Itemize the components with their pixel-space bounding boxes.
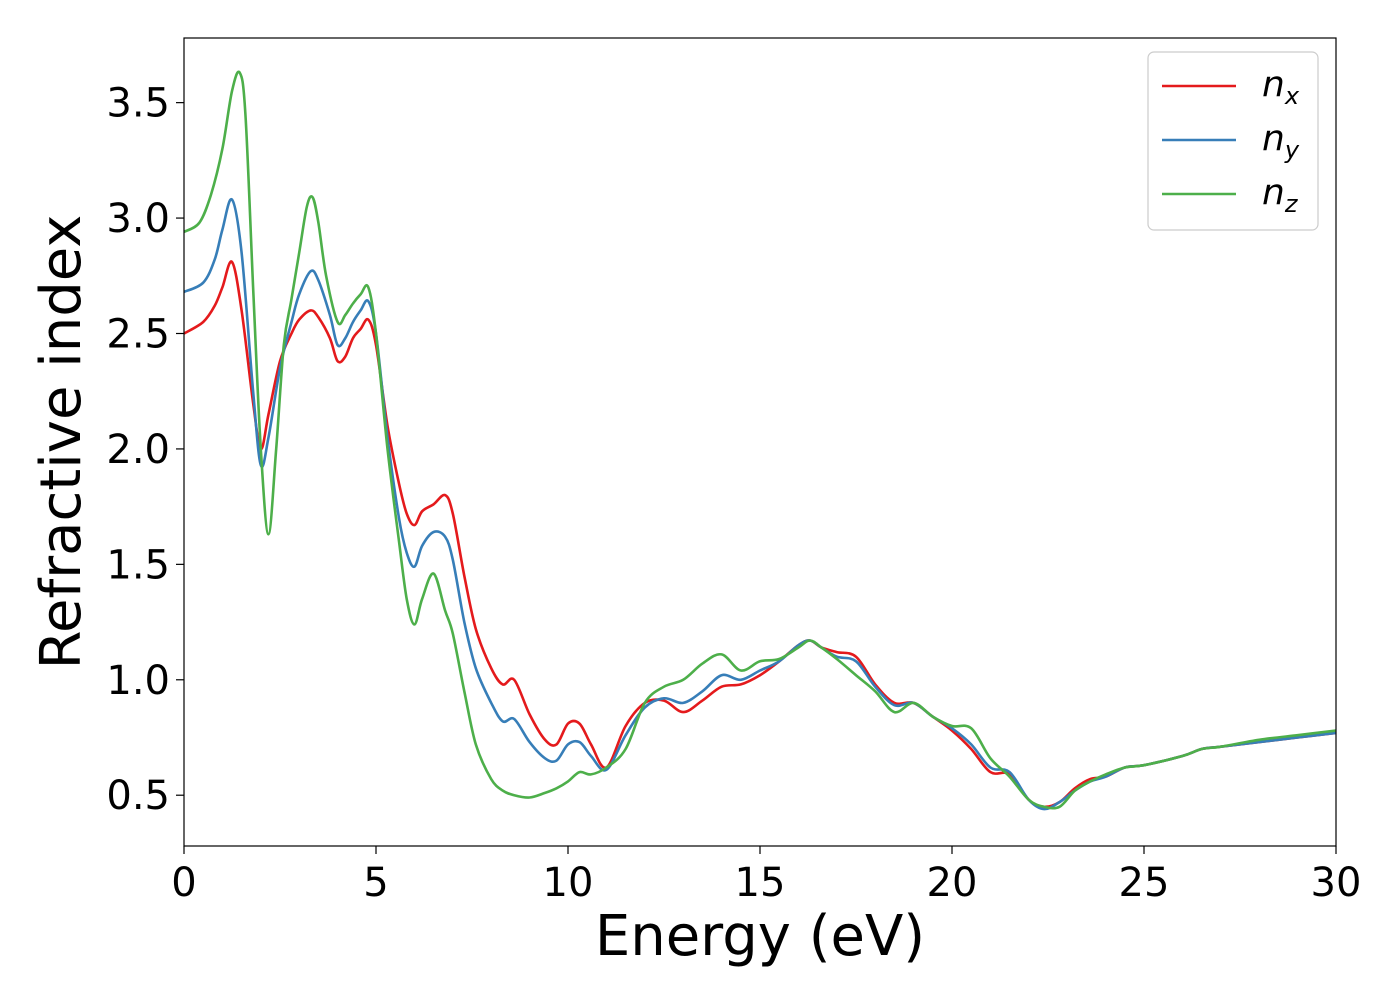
series-line-nz — [183, 70, 1337, 810]
series-layer — [183, 70, 1337, 811]
legend: nx ny nz — [1147, 51, 1319, 231]
y-tick-label: 1.0 — [106, 658, 170, 704]
y-tick-label: 2.5 — [106, 311, 170, 357]
x-tick-label: 5 — [363, 860, 388, 906]
x-tick-label: 25 — [1119, 860, 1170, 906]
y-axis: 0.5 1.0 1.5 2.0 2.5 3.0 3.5 — [106, 81, 184, 819]
x-axis: 0 5 10 15 20 25 30 — [171, 846, 1361, 906]
y-axis-title: Refractive index — [29, 215, 94, 670]
legend-label-ny: ny — [1262, 118, 1300, 164]
x-tick-label: 20 — [927, 860, 978, 906]
legend-label-nz: nz — [1262, 172, 1299, 218]
y-tick-label: 2.0 — [106, 427, 170, 473]
legend-label-nx: nx — [1262, 64, 1300, 110]
x-tick-label: 30 — [1311, 860, 1362, 906]
x-tick-label: 0 — [171, 860, 196, 906]
y-tick-label: 1.5 — [106, 542, 170, 588]
y-tick-label: 3.0 — [106, 196, 170, 242]
y-tick-label: 0.5 — [106, 773, 170, 819]
x-tick-label: 15 — [735, 860, 786, 906]
y-tick-label: 3.5 — [106, 81, 170, 127]
x-tick-label: 10 — [543, 860, 594, 906]
x-axis-title: Energy (eV) — [595, 904, 925, 969]
